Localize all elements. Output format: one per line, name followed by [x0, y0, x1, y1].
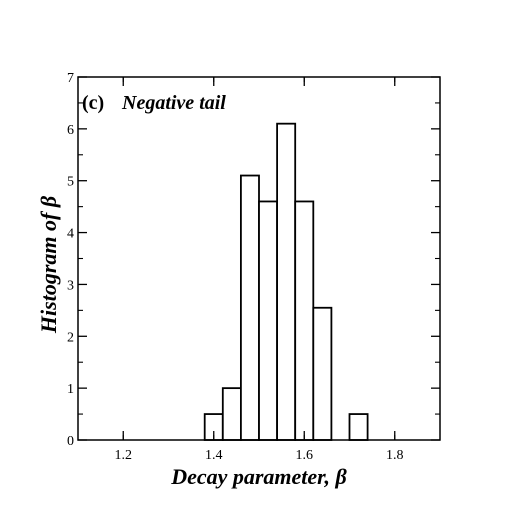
histogram-bar-6	[312, 306, 333, 441]
x-tick-label-1: 1.4	[205, 448, 223, 463]
histogram-bar-4	[276, 122, 297, 441]
y-tick-label-2: 2	[67, 330, 74, 345]
tick-labels-layer: 1.2 1.4 1.6 1.8 0 1 2 3 4 5 6 7	[67, 71, 404, 463]
y-tick-label-3: 3	[67, 278, 74, 293]
histogram-bar-2	[239, 174, 260, 441]
y-tick-label-1: 1	[67, 382, 74, 397]
ticks-layer	[78, 76, 440, 441]
y-tick-label-6: 6	[67, 123, 74, 138]
y-axis-label: Histogram of β	[36, 195, 61, 334]
panel-label: (c)	[82, 92, 104, 114]
histogram-bar-5	[294, 200, 315, 441]
x-tick-label-2: 1.6	[296, 448, 314, 463]
histogram-bar-8	[348, 413, 369, 441]
histogram-bar-1	[221, 387, 242, 441]
bars-layer	[203, 122, 369, 441]
y-tick-label-4: 4	[67, 227, 74, 242]
x-tick-label-3: 1.8	[386, 448, 404, 463]
x-tick-label-0: 1.2	[115, 448, 133, 463]
x-axis-label: Decay parameter, β	[170, 464, 347, 489]
y-tick-label-7: 7	[67, 71, 74, 86]
y-tick-label-5: 5	[67, 175, 74, 190]
chart-title: Negative tail	[121, 92, 226, 114]
y-tick-label-0: 0	[67, 434, 74, 449]
histogram-bar-3	[258, 200, 279, 441]
